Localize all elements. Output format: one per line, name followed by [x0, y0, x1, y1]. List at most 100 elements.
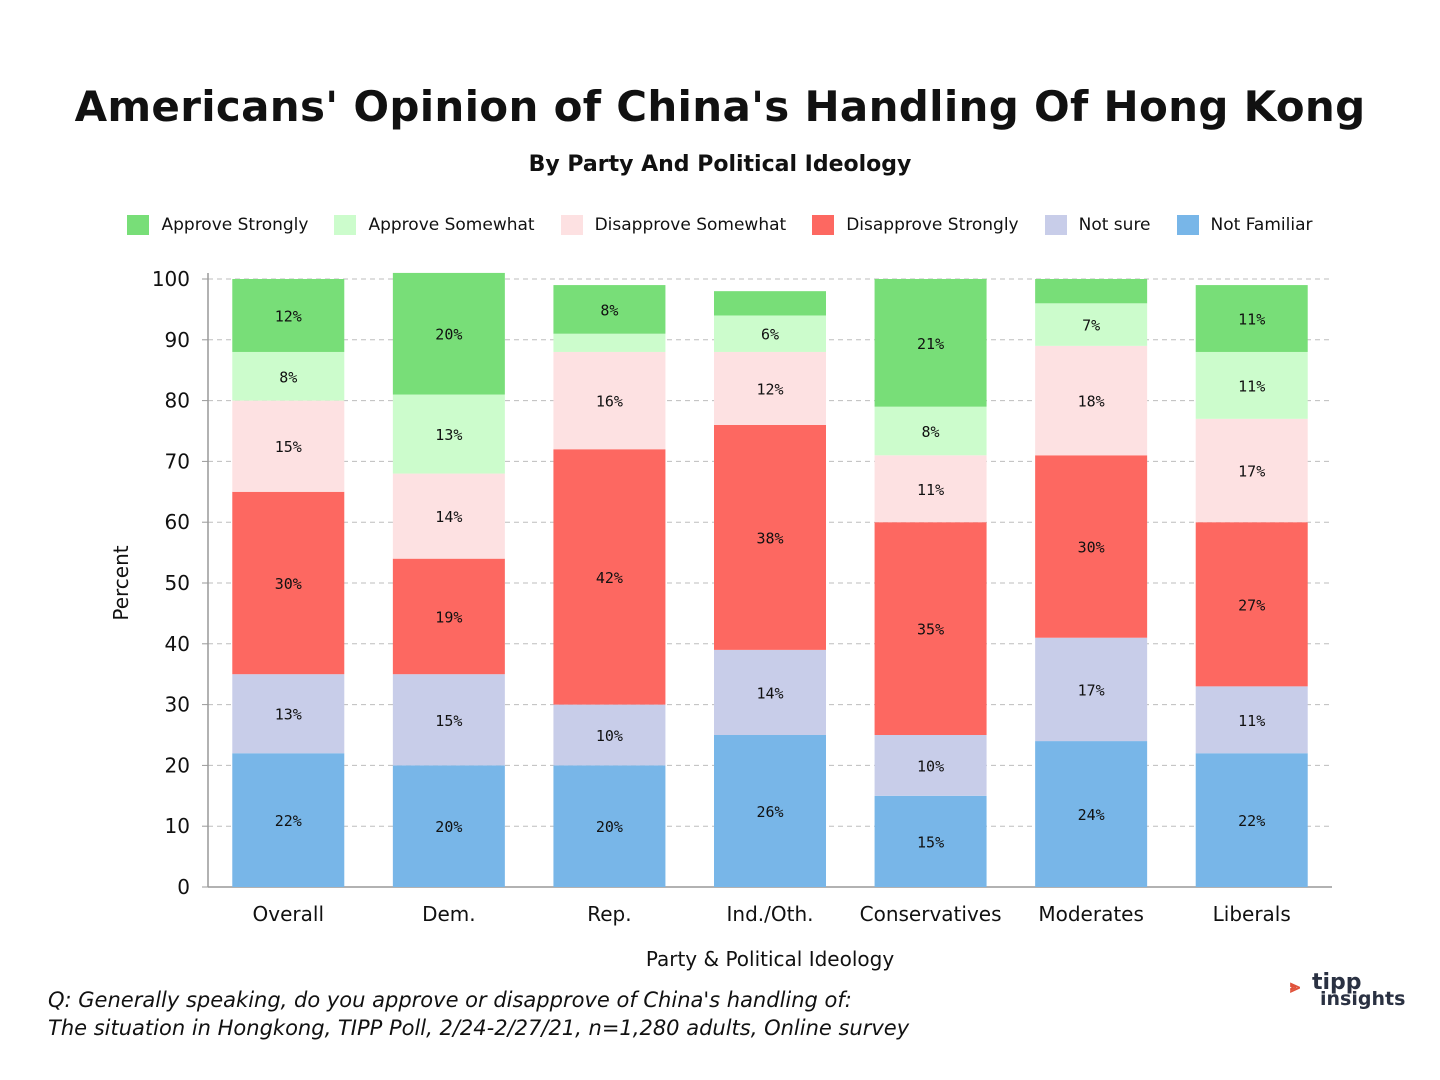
bar-segment [232, 753, 345, 887]
logo-bottom-text: insights [1320, 988, 1406, 1010]
bar-segment [714, 291, 826, 316]
y-tick-label: 60 [165, 510, 190, 534]
y-tick-label: 30 [165, 693, 190, 717]
survey-footnote: Q: Generally speaking, do you approve or… [48, 986, 909, 1042]
y-tick-label: 90 [165, 328, 190, 352]
legend-swatch [812, 215, 835, 235]
legend-item-disapprove-strongly: Disapprove Strongly [812, 215, 1019, 235]
y-tick-label: 10 [165, 814, 190, 838]
bar-segment [1195, 753, 1308, 887]
legend-swatch [127, 215, 150, 235]
legend-swatch [560, 215, 583, 235]
data-label: 20% [596, 818, 623, 836]
data-label: 13% [435, 426, 462, 444]
data-label: 8% [279, 368, 297, 386]
x-tick-label: Liberals [1213, 902, 1291, 926]
legend-label: Disapprove Somewhat [594, 215, 787, 235]
bar-segment [874, 406, 987, 456]
bar-segment [874, 279, 987, 407]
bar-segment [232, 351, 345, 401]
y-tick-label: 50 [165, 571, 190, 595]
data-label: 14% [435, 508, 462, 526]
data-label: 30% [1078, 539, 1105, 557]
data-label: 17% [1238, 463, 1265, 481]
data-label: 15% [275, 438, 302, 456]
bar-segment [553, 765, 666, 887]
bar-segment [874, 455, 987, 523]
data-label: 8% [922, 423, 940, 441]
legend-item-approve-somewhat: Approve Somewhat [334, 215, 535, 235]
legend-item-not-familiar: Not Familiar [1176, 215, 1313, 235]
bar-segment [714, 351, 826, 425]
legend-label: Approve Strongly [161, 215, 309, 235]
footnote-line-2: The situation in Hongkong, TIPP Poll, 2/… [48, 1016, 910, 1040]
legend-label: Not Familiar [1210, 215, 1313, 235]
chart-subtitle: By Party And Political Ideology [528, 152, 912, 177]
bar-segment [232, 491, 345, 675]
data-label: 20% [435, 818, 462, 836]
data-label: 22% [1238, 812, 1265, 830]
chart-legend: Approve Strongly Approve Somewhat Disappro… [0, 215, 1440, 235]
bar-segment [392, 674, 505, 766]
y-tick-label: 20 [165, 753, 190, 777]
data-label: 35% [917, 621, 944, 639]
data-label: 10% [917, 757, 944, 775]
y-tick-label: 70 [165, 449, 190, 473]
bar-segment [553, 333, 666, 352]
data-label: 15% [435, 712, 462, 730]
bar-segment [1195, 418, 1308, 523]
data-label: 22% [275, 812, 302, 830]
data-label: 6% [761, 326, 779, 344]
data-label: 26% [756, 803, 783, 821]
y-axis-title: Percent [109, 545, 133, 620]
bar-segment [392, 473, 505, 559]
bar-segment [874, 795, 987, 887]
data-label: 30% [275, 575, 302, 593]
data-label: 7% [1082, 317, 1100, 335]
legend-item-approve-strongly: Approve Strongly [127, 215, 308, 235]
bar-segment [1035, 303, 1148, 346]
bar-segment [1035, 345, 1148, 456]
bar-segment [1195, 686, 1308, 754]
bar-segment [392, 394, 505, 474]
bar-segment [553, 351, 666, 450]
data-label: 16% [596, 393, 623, 411]
x-tick-label: Overall [253, 902, 324, 926]
bar-segment [1035, 455, 1148, 638]
legend-swatch [1176, 215, 1199, 235]
data-label: 13% [275, 706, 302, 724]
logo-mark-icon: ⫸ [1290, 976, 1301, 997]
x-tick-label: Dem. [422, 902, 476, 926]
legend-swatch [334, 215, 357, 235]
legend-swatch [1044, 215, 1067, 235]
data-label: 10% [596, 727, 623, 745]
legend-item-disapprove-somewhat: Disapprove Somewhat [560, 215, 787, 235]
bar-segment [1195, 522, 1308, 687]
data-label: 42% [596, 569, 623, 587]
bar-segment [392, 272, 505, 395]
bar-segment [714, 735, 826, 887]
bar-segment [1195, 351, 1308, 419]
data-label: 20% [435, 326, 462, 344]
bar-segment [553, 449, 666, 705]
y-tick-label: 0 [177, 875, 190, 899]
data-label: 24% [1078, 806, 1105, 824]
data-label: 11% [1238, 712, 1265, 730]
bar-segment [874, 522, 987, 735]
data-label: 21% [917, 335, 944, 353]
data-label: 12% [756, 380, 783, 398]
tipp-insights-logo: ⫸ tipp insights [1288, 970, 1408, 1014]
data-label: 8% [600, 301, 618, 319]
bar-segment [1035, 637, 1148, 742]
footnote-line-1: Q: Generally speaking, do you approve or… [48, 988, 852, 1012]
bar-segment [553, 704, 666, 766]
bar-segment [1035, 279, 1148, 304]
bar-segment [232, 400, 345, 492]
bar-segment [714, 315, 826, 352]
bar-segment [232, 674, 345, 754]
x-tick-label: Rep. [587, 902, 631, 926]
x-tick-label: Moderates [1038, 902, 1144, 926]
y-tick-label: 40 [165, 632, 190, 656]
bar-segment [392, 765, 505, 887]
x-tick-label: Conservatives [860, 902, 1002, 926]
